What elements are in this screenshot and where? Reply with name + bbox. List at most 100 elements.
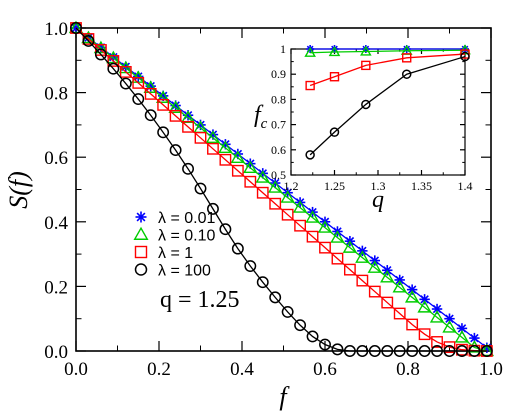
main-series-line: [75, 27, 487, 352]
main-point: [294, 219, 306, 232]
main-point: [418, 328, 431, 341]
main-point: [431, 345, 443, 357]
main-point: [306, 330, 319, 343]
main-point: [244, 175, 257, 188]
main-point: [343, 345, 356, 357]
main-point: [480, 345, 493, 357]
main-point: [256, 186, 269, 199]
main-point: [132, 93, 145, 106]
main-point: [144, 87, 157, 100]
main-series-2: [70, 22, 493, 357]
inset-point: [305, 80, 315, 91]
main-point: [442, 320, 457, 333]
legend-label: λ = 0.01: [158, 210, 215, 227]
main-point: [406, 284, 418, 295]
main-point: [219, 223, 232, 236]
main-point: [219, 153, 232, 166]
inset-ytick-label: 0.8: [271, 92, 286, 106]
main-point: [468, 345, 481, 357]
x-axis-title: f: [279, 382, 290, 411]
inset-ytick-label: 0.9: [271, 67, 286, 81]
main-point: [381, 345, 394, 357]
inset-series-3: [305, 51, 470, 160]
main-point: [330, 230, 345, 243]
main-point: [157, 98, 170, 111]
legend-entry: λ = 100: [134, 263, 211, 280]
main-point: [207, 202, 219, 215]
main-point: [82, 34, 95, 47]
main-xtick-label: 0.2: [147, 359, 171, 380]
main-point: [244, 260, 257, 273]
main-point: [404, 289, 420, 303]
inset-point: [328, 46, 341, 57]
main-point: [305, 210, 320, 223]
legend-entry: λ = 0.10: [133, 226, 215, 245]
inset-series-line: [310, 49, 466, 54]
main-point: [281, 208, 294, 221]
main-point: [355, 250, 370, 263]
inset-point: [304, 46, 316, 57]
main-series-line: [75, 27, 487, 352]
main-point: [456, 345, 468, 357]
inset-ytick-label: 0.5: [271, 168, 286, 182]
y-axis-title: S(f): [4, 171, 33, 209]
main-point: [168, 100, 183, 113]
main-ytick-label: 0.0: [44, 342, 68, 363]
inset-point: [361, 99, 371, 110]
main-point: [107, 62, 120, 75]
main-point: [393, 307, 406, 320]
inset-ytick-label: 0.6: [271, 143, 286, 157]
inset-y-axis-title-main: f: [254, 102, 264, 128]
main-point: [418, 345, 431, 357]
main-point: [368, 345, 381, 357]
inset-xtick-label: 1.3: [371, 179, 386, 193]
main-point: [319, 241, 331, 254]
inset-series-1: [304, 44, 471, 57]
main-point: [356, 274, 369, 287]
inset-xtick-label: 1.25: [324, 179, 345, 193]
main-point: [157, 126, 170, 139]
inset-y-axis-title: fc: [254, 102, 268, 132]
inset-y-axis-title-sub: c: [261, 116, 268, 132]
main-point: [256, 276, 269, 289]
main-point: [317, 220, 333, 233]
main-point: [205, 130, 221, 144]
main-point: [443, 345, 456, 357]
inset-point: [402, 53, 412, 63]
main-point: [169, 144, 182, 157]
main-point: [294, 319, 307, 332]
main-point: [281, 305, 294, 318]
main-point: [380, 269, 395, 283]
main-point: [106, 50, 121, 64]
legend-label: λ = 0.10: [158, 228, 215, 245]
main-series-3: [70, 22, 493, 357]
main-point: [269, 291, 282, 304]
main-ytick-label: 1.0: [44, 19, 68, 40]
main-point: [169, 109, 182, 122]
main-point: [194, 131, 207, 144]
legend-entry: λ = 0.01: [135, 210, 215, 227]
main-point: [306, 230, 319, 243]
legend-marker: [133, 226, 149, 240]
main-ytick-label: 0.6: [44, 148, 68, 169]
main-point: [394, 274, 405, 286]
main-point: [144, 109, 157, 122]
main-point: [429, 310, 445, 323]
main-point: [155, 90, 171, 103]
main-point: [344, 263, 356, 276]
inset-point: [329, 72, 340, 82]
main-point: [419, 294, 430, 305]
main-point: [292, 200, 308, 213]
inset-point: [401, 69, 412, 79]
inset-point: [305, 150, 315, 160]
main-point: [417, 300, 432, 313]
main-point: [381, 296, 394, 309]
main-point: [70, 22, 82, 34]
main-point: [331, 252, 344, 265]
main-point: [268, 180, 283, 193]
annotation-q: q = 1.25: [160, 287, 240, 313]
main-point: [319, 338, 331, 351]
inset-ytick-label: 1: [280, 42, 286, 56]
main-point: [393, 345, 406, 357]
main-point: [469, 332, 480, 344]
